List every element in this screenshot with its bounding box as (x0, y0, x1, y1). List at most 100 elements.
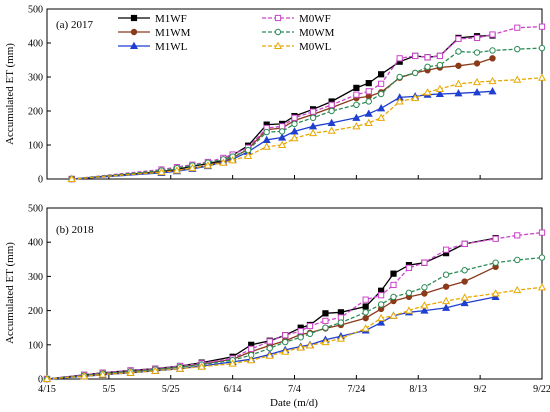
x-tick-label: 4/15 (38, 384, 56, 395)
series-m1wl (67, 87, 497, 183)
data-point-m0wf (279, 123, 286, 130)
series-line-m1wm (71, 57, 493, 180)
series-m1wf (68, 32, 496, 183)
data-point-m0wf (492, 235, 499, 242)
data-point-m0wf (291, 114, 298, 121)
data-point-m0wm (538, 44, 546, 52)
y-ticks-2017: 0 100 200 300 400 500 (28, 5, 51, 186)
x-ticks-2017 (46, 175, 543, 179)
data-point-m0wl (411, 93, 420, 102)
data-point-m1wf (365, 80, 372, 87)
data-point-m0wf (538, 23, 546, 30)
series-line-m1wm (46, 266, 496, 380)
data-point-m0wl (203, 161, 212, 169)
panel-2018: (b) 2018 Accumulated ET (mm) Date (m/d) … (4, 204, 550, 410)
series-line-m0wm (71, 47, 543, 180)
data-point-m0wl (491, 289, 500, 297)
data-point-m0wl (364, 118, 373, 126)
data-point-m0wm (365, 98, 372, 105)
data-point-m0wl (172, 166, 181, 174)
y-tick-label: 300 (28, 272, 43, 283)
data-point-m0wm (266, 345, 273, 352)
legend-label: M0WL (299, 41, 332, 53)
data-point-m0wl (296, 343, 305, 351)
data-point-m0wl (290, 133, 299, 142)
data-point-m0wl (420, 301, 429, 309)
x-ticks-2018: 4/15 5/5 5/25 6/14 7/4 7/24 8/13 9/2 9/22 (38, 375, 550, 395)
legend-item-m0wm: M0WM (262, 27, 335, 39)
data-point-m0wl (151, 366, 160, 374)
data-point-m1wl (420, 306, 429, 314)
data-point-m0wl (488, 76, 497, 85)
data-point-m0wf (365, 88, 372, 95)
data-point-m1wf (337, 309, 345, 316)
data-point-m0wm (353, 101, 360, 109)
y-tick-label: 500 (28, 204, 43, 215)
legend-item-m0wl: M0WL (262, 41, 332, 53)
legend-label: M1WF (155, 13, 187, 25)
data-point-m0wm (436, 61, 444, 69)
data-point-m0wm (514, 256, 521, 264)
data-point-m0wm (411, 69, 419, 77)
data-point-m0wl (305, 341, 315, 349)
legend-swatch-marker (129, 41, 139, 50)
data-point-m1wm (461, 278, 468, 285)
data-point-m0wl (247, 355, 256, 364)
data-point-m0wm (297, 334, 304, 341)
x-tick-label: 9/22 (533, 384, 550, 395)
data-point-m0wm (377, 301, 385, 308)
legend-label: M1WM (155, 27, 191, 39)
data-point-m0wl (336, 334, 345, 342)
data-point-m0wm (461, 267, 468, 274)
data-point-m1wl (488, 87, 497, 95)
data-point-m0wl (537, 73, 547, 81)
legend-item-m1wm: M1WM (118, 27, 191, 39)
data-point-m0wf (337, 314, 345, 321)
series-2017 (67, 23, 547, 183)
data-point-m0wf (328, 101, 335, 108)
data-point-m1wm (473, 60, 481, 67)
x-tick-label: 5/5 (102, 384, 115, 395)
y-axis-label-2018: Accumulated ET (mm) (4, 242, 16, 344)
data-point-m0wf (405, 264, 413, 271)
data-point-m1wl (364, 109, 373, 117)
data-point-m0wf (282, 332, 289, 339)
data-point-m0wf (396, 55, 403, 62)
data-point-m0wm (278, 128, 286, 135)
x-tick-label: 8/13 (409, 384, 427, 395)
data-point-m0wf (538, 229, 546, 236)
series-m1wm (68, 55, 496, 183)
panel-2017: (a) 2017 Accumulated ET (mm) 0 100 200 300 4… (4, 5, 547, 186)
data-point-m0wf (436, 52, 444, 60)
y-tick-label: 500 (28, 5, 43, 16)
legend-item-m1wf: M1WF (118, 13, 187, 25)
data-point-m1wl (472, 88, 482, 96)
data-point-m0wl (157, 167, 166, 176)
data-point-m0wl (395, 97, 404, 105)
data-point-m1wl (454, 89, 463, 97)
data-point-m0wl (42, 374, 52, 383)
x-tick-label: 7/4 (288, 384, 301, 395)
data-point-m0wl (377, 313, 386, 322)
data-point-m1wl (491, 292, 500, 300)
data-point-m0wm (309, 114, 317, 122)
y-tick-label: 400 (28, 238, 43, 249)
legend-swatch-marker (274, 14, 282, 22)
data-point-m1wl (377, 318, 386, 326)
data-point-m0wl (126, 368, 135, 376)
data-point-m1wl (290, 127, 299, 135)
x-tick-label: 6/14 (224, 384, 242, 395)
data-point-m0wl (537, 283, 547, 291)
data-point-m0wm (291, 120, 298, 128)
data-point-m0wl (262, 142, 271, 150)
data-point-m1wm (365, 93, 372, 100)
y-tick-label: 0 (38, 375, 43, 386)
data-point-m0wf (390, 281, 397, 289)
data-point-m1wl (309, 122, 318, 130)
data-point-m0wf (473, 34, 481, 41)
data-point-m0wl (309, 128, 318, 137)
data-point-m1wl (327, 118, 336, 126)
data-point-m0wl (460, 293, 469, 301)
data-point-m0wl (442, 296, 451, 305)
data-point-m0wl (228, 359, 237, 367)
